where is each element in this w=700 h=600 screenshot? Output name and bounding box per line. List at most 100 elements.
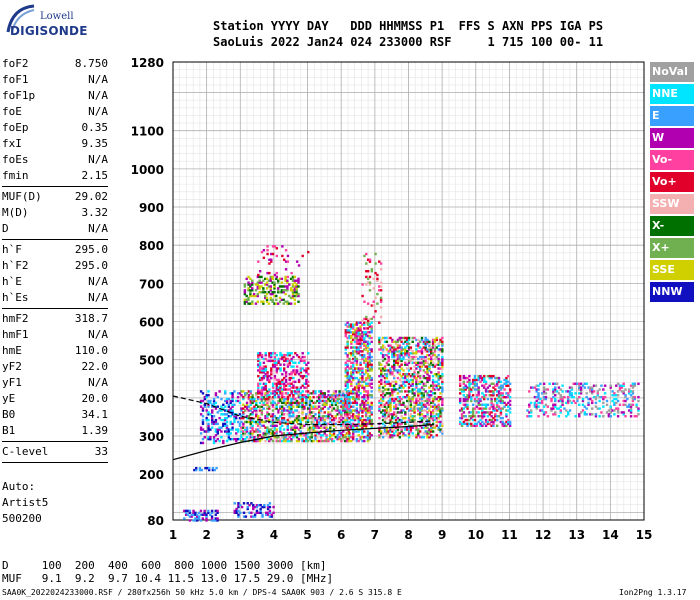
echo-point <box>396 344 400 347</box>
echo-point <box>350 426 353 429</box>
echo-point <box>603 392 607 395</box>
echo-point <box>591 388 594 391</box>
echo-point <box>305 401 308 405</box>
echo-point <box>363 403 366 406</box>
echo-point <box>389 346 392 349</box>
echo-point <box>279 415 282 418</box>
echo-point <box>253 437 256 441</box>
echo-point <box>334 397 338 401</box>
echo-point <box>271 422 275 426</box>
echo-point <box>330 395 334 399</box>
echo-point <box>240 394 243 397</box>
echo-point <box>370 325 373 328</box>
echo-point <box>418 397 422 401</box>
echo-point <box>277 399 280 403</box>
echo-point <box>292 413 295 416</box>
echo-point <box>426 426 429 429</box>
echo-point <box>351 413 355 416</box>
echo-point <box>209 436 212 439</box>
echo-point <box>361 401 364 405</box>
echo-point <box>282 432 286 435</box>
echo-point <box>364 420 368 424</box>
echo-point <box>249 430 252 433</box>
echo-point <box>262 407 265 410</box>
echo-point <box>458 420 462 424</box>
echo-point <box>611 390 614 393</box>
echo-point <box>271 352 275 355</box>
echo-point <box>380 348 383 351</box>
echo-point <box>264 353 267 357</box>
echo-point <box>207 424 210 427</box>
echo-point <box>321 407 325 410</box>
echo-point <box>426 371 429 374</box>
echo-point <box>299 369 303 372</box>
echo-point <box>492 416 495 420</box>
echo-point <box>260 392 264 395</box>
echo-point <box>555 382 559 385</box>
echo-point <box>198 466 202 470</box>
echo-point <box>336 437 339 441</box>
echo-point <box>441 357 444 361</box>
echo-point <box>306 428 310 431</box>
echo-point <box>528 403 531 406</box>
echo-point <box>637 382 640 385</box>
echo-point <box>325 439 328 443</box>
echo-point <box>413 336 416 340</box>
echo-point <box>260 250 264 254</box>
echo-point <box>368 342 372 345</box>
echo-point <box>330 418 334 422</box>
echo-point <box>344 382 347 385</box>
echo-point <box>251 430 254 433</box>
echo-point <box>470 388 473 391</box>
echo-point <box>550 397 553 401</box>
echo-point <box>271 291 274 294</box>
echo-point <box>422 382 426 385</box>
echo-point <box>286 279 289 282</box>
echo-point <box>418 407 422 410</box>
echo-point <box>275 386 279 389</box>
echo-point <box>251 283 254 286</box>
echo-point <box>366 323 370 326</box>
echo-point <box>290 432 293 435</box>
echo-point <box>433 418 437 422</box>
echo-point <box>334 394 338 397</box>
echo-point <box>355 424 359 427</box>
echo-point <box>240 428 243 431</box>
echo-point <box>490 397 493 401</box>
echo-point <box>359 350 362 353</box>
echo-point <box>225 439 229 443</box>
echo-point <box>483 394 486 397</box>
parameter-name: M(D) <box>2 206 29 219</box>
echo-point <box>305 395 308 399</box>
echo-point <box>409 346 413 349</box>
echo-point <box>351 373 355 376</box>
echo-point <box>424 409 427 412</box>
echo-point <box>211 405 214 408</box>
echo-point <box>275 378 279 382</box>
echo-point <box>319 390 323 393</box>
echo-point <box>380 382 383 385</box>
echo-point <box>308 395 312 399</box>
echo-point <box>268 418 271 422</box>
echo-point <box>422 422 426 426</box>
echo-point <box>470 390 473 393</box>
x-tick-label: 15 <box>636 528 653 542</box>
echo-point <box>270 258 273 261</box>
echo-point <box>368 363 372 366</box>
echo-point <box>387 436 390 439</box>
echo-point <box>365 275 368 279</box>
echo-point <box>269 277 272 281</box>
echo-point <box>212 397 216 401</box>
echo-point <box>364 424 368 427</box>
echo-point <box>418 401 422 405</box>
echo-point <box>268 359 271 363</box>
echo-point <box>273 365 277 368</box>
echo-point <box>361 415 364 418</box>
echo-point <box>418 380 422 384</box>
echo-point <box>366 411 370 414</box>
echo-point <box>364 413 368 416</box>
echo-point <box>270 353 273 357</box>
echo-point <box>439 374 442 378</box>
echo-point <box>484 380 488 384</box>
echo-point <box>379 281 383 284</box>
